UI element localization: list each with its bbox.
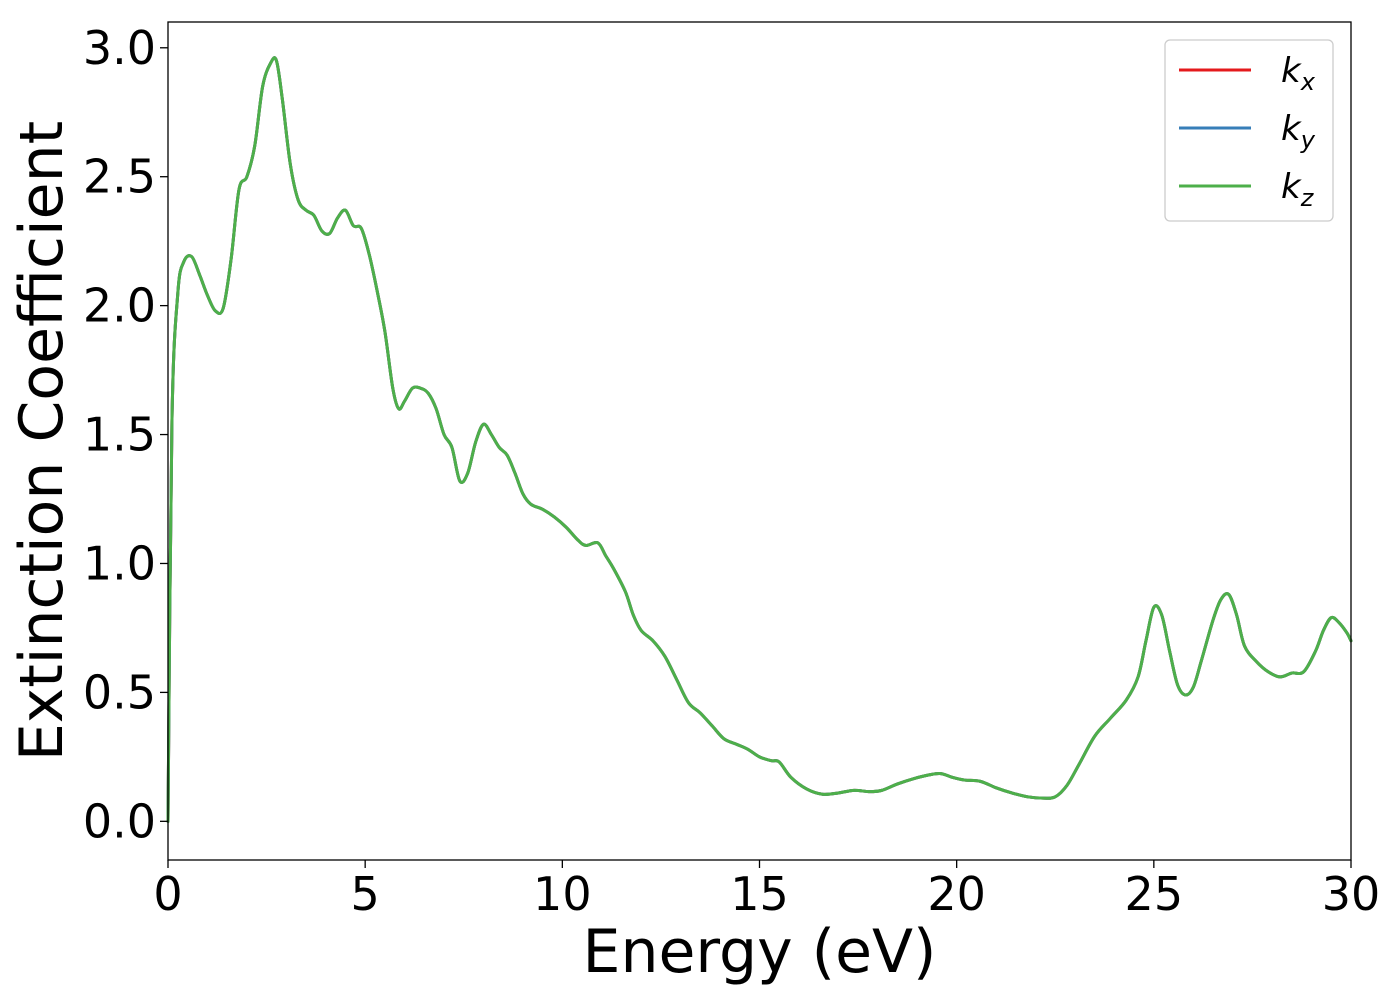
series-line-kz xyxy=(166,56,1353,823)
y-tick-label: 1.5 xyxy=(83,408,156,462)
series-layer xyxy=(166,56,1353,823)
y-tick-label: 0.5 xyxy=(83,665,156,719)
x-tick-label: 5 xyxy=(351,867,380,921)
x-axis: 0 5 10 15 20 25 30 xyxy=(153,860,1380,921)
x-axis-title: Energy (eV) xyxy=(583,917,937,987)
legend-label-kx: kx xyxy=(1281,51,1316,96)
x-tick-label: 0 xyxy=(153,867,182,921)
x-tick-label: 10 xyxy=(533,867,592,921)
legend-box xyxy=(1164,39,1334,222)
legend-label-ky: ky xyxy=(1281,109,1316,154)
x-tick-label: 20 xyxy=(927,867,986,921)
legend: kx ky kz xyxy=(1164,39,1334,222)
y-axis: 0.0 0.5 1.0 1.5 2.0 2.5 3.0 xyxy=(83,21,168,848)
x-tick-label: 25 xyxy=(1125,867,1184,921)
legend-label-kz: kz xyxy=(1281,167,1315,212)
x-tick-label: 30 xyxy=(1322,867,1381,921)
y-tick-label: 2.5 xyxy=(83,150,156,204)
y-axis-title: Extinction Coefficient xyxy=(7,121,77,761)
y-tick-label: 1.0 xyxy=(83,536,156,590)
y-tick-label: 0.0 xyxy=(83,794,156,848)
y-tick-label: 3.0 xyxy=(83,21,156,75)
y-tick-label: 2.0 xyxy=(83,279,156,333)
x-tick-label: 15 xyxy=(730,867,789,921)
